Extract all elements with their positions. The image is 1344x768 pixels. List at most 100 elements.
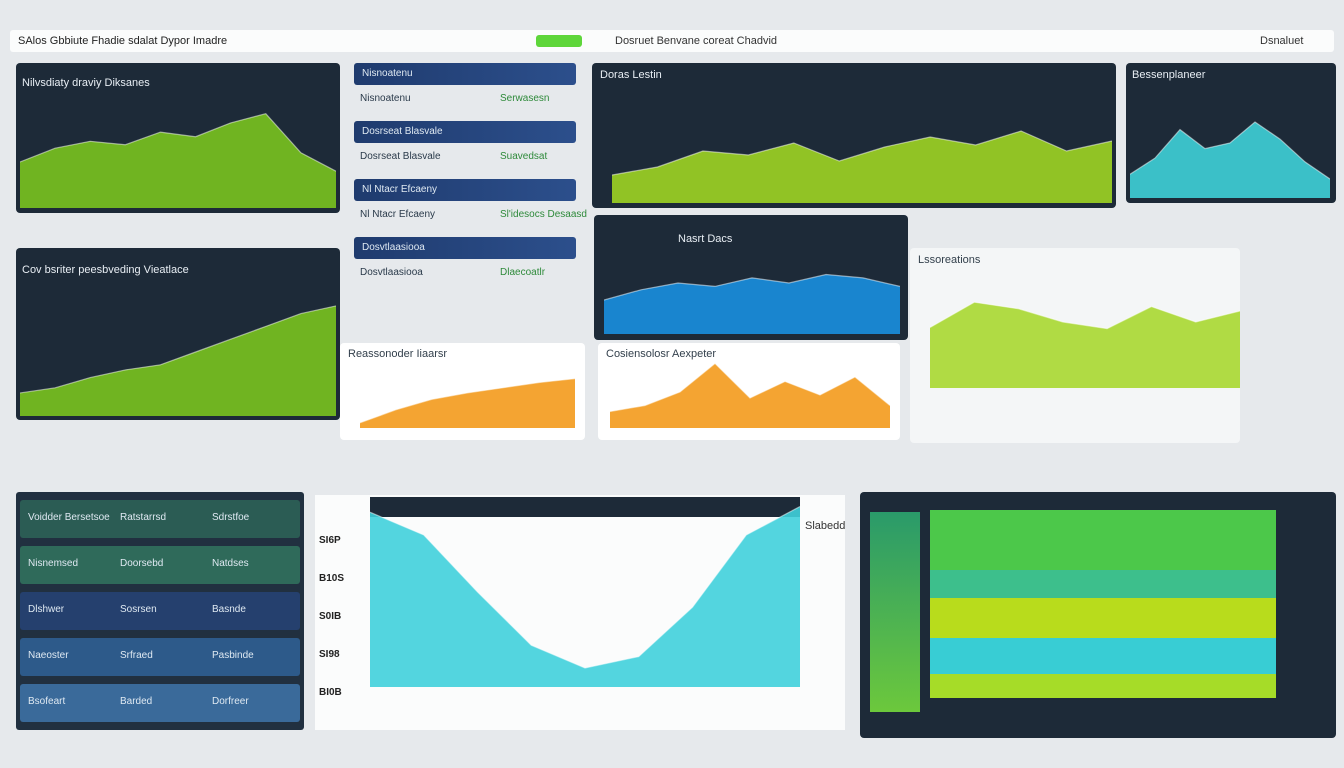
table-cell: Sdrstfoe: [212, 512, 250, 523]
table-cell: Natdses: [212, 558, 249, 569]
line: [1130, 121, 1330, 180]
chart: [360, 378, 575, 428]
status-pill: [536, 35, 582, 47]
table-cell: Barded: [120, 696, 153, 707]
chart: [20, 305, 336, 416]
axis-label: B10S: [319, 573, 345, 584]
line: [930, 301, 1240, 330]
band: [930, 674, 1276, 698]
chart: [612, 130, 1112, 203]
panel-title: Cosiensolosr Aexpeter: [606, 348, 717, 360]
table-cell: Pasbinde: [212, 650, 254, 661]
band: [870, 512, 920, 712]
area: [1130, 122, 1330, 198]
chart: [370, 505, 800, 687]
line: [370, 505, 800, 669]
chart-band: [370, 497, 800, 517]
band: [930, 510, 1276, 570]
list-label: Dosvtlaasiooa: [362, 242, 425, 253]
table-cell: Basnde: [212, 604, 246, 615]
band: [930, 638, 1276, 674]
chart: [20, 113, 336, 208]
panel: Reassonoder Iiaarsr: [340, 343, 585, 440]
panel-title: Nasrt Dacs: [678, 233, 733, 245]
list-bar: Nisnoatenu: [354, 63, 576, 85]
area: [610, 363, 890, 428]
table-row: Nisnemsed Doorsebd Natdses: [20, 546, 300, 584]
table-row: Bsofeart Barded Dorfreer: [20, 684, 300, 722]
list-value: Nl Ntacr Efcaeny: [360, 209, 436, 220]
panel-title: Doras Lestin: [600, 69, 662, 81]
list-label: Nisnoatenu: [362, 68, 413, 79]
panel: Cov bsriter peesbveding Vieatlace: [16, 248, 340, 420]
axis-label: SI6P: [319, 535, 341, 546]
area: [360, 378, 575, 428]
panel: Lssoreations: [910, 248, 1240, 443]
panel: Bessenplaneer: [1126, 63, 1336, 203]
panel: Nasrt Dacs: [594, 215, 908, 340]
area: [604, 274, 900, 334]
table-cell: Bsofeart: [28, 696, 66, 707]
line: [20, 305, 336, 394]
axis-label: S0IB: [319, 611, 342, 622]
band: [930, 598, 1276, 638]
panel-title: Slabedd: [805, 520, 846, 532]
axis-label: BI0B: [319, 687, 342, 698]
area: [20, 113, 336, 208]
panel: Cosiensolosr Aexpeter: [598, 343, 900, 440]
panel-title: Nilvsdiaty draviy Diksanes: [22, 77, 150, 89]
axis-label: SI98: [319, 649, 340, 660]
line: [604, 273, 900, 301]
list-value: Sl'idesocs Desaasd: [500, 209, 587, 220]
list-value: Dosrseat Blasvale: [360, 151, 441, 162]
table-row: Voidder Bersetsoe Ratstarrsd Sdrstfoe: [20, 500, 300, 538]
table-cell: Srfraed: [120, 650, 153, 661]
panel: Doras Lestin: [592, 63, 1116, 208]
table-cell: Nisnemsed: [28, 558, 79, 569]
list-bar: Nl Ntacr Efcaeny: [354, 179, 576, 201]
line: [20, 113, 336, 172]
table-row: Dlshwer Sosrsen Basnde: [20, 592, 300, 630]
area: [612, 131, 1112, 203]
table-cell: Dorfreer: [212, 696, 249, 707]
list: Nisnoatenu Nisnoatenu Serwasesn Dosrseat Bl…: [350, 63, 587, 343]
panel-title: Lssoreations: [918, 254, 981, 266]
list-value: Dlaecoatlr: [500, 267, 546, 278]
side-labels: SI6P B10S S0IB SI98 BI0B: [315, 535, 355, 725]
panel: Slabedd SI6P B10S S0IB SI98 BI0B: [315, 495, 845, 730]
line: [610, 362, 890, 413]
line: [612, 130, 1112, 176]
panel-title: Cov bsriter peesbveding Vieatlace: [22, 264, 189, 276]
area: [930, 302, 1240, 388]
list-label: Dosrseat Blasvale: [362, 126, 443, 137]
band: [930, 570, 1276, 598]
line: [360, 378, 575, 424]
chart: [930, 301, 1240, 388]
table-row: Naeoster Srfraed Pasbinde: [20, 638, 300, 676]
header-center: Dosruet Benvane coreat Chadvid: [615, 35, 778, 47]
table-cell: Naeoster: [28, 650, 69, 661]
list-label: Nl Ntacr Efcaeny: [362, 184, 438, 195]
header-right: Dsnaluet: [1260, 35, 1304, 47]
table-cell: Dlshwer: [28, 604, 65, 615]
panel-title: Reassonoder Iiaarsr: [348, 348, 448, 360]
chart: [1130, 121, 1330, 198]
list-value: Nisnoatenu: [360, 93, 411, 104]
list-value: Serwasesn: [500, 93, 550, 104]
table-cell: Voidder Bersetsoe: [28, 512, 110, 523]
chart: [610, 362, 890, 428]
bands-panel: [860, 492, 1336, 738]
list-bar: Dosvtlaasiooa: [354, 237, 576, 259]
panel: Nilvsdiaty draviy Diksanes: [16, 63, 340, 213]
table-cell: Doorsebd: [120, 558, 164, 569]
panel-title: Bessenplaneer: [1132, 69, 1206, 81]
table-cell: Ratstarrsd: [120, 512, 167, 523]
chart: [604, 273, 900, 334]
table-cell: Sosrsen: [120, 604, 157, 615]
list-bar: Dosrseat Blasvale: [354, 121, 576, 143]
area: [20, 305, 336, 416]
list-value: Dosvtlaasiooa: [360, 267, 423, 278]
area: [370, 506, 800, 687]
header: SAlos Gbbiute Fhadie sdalat Dypor Imadre…: [10, 30, 1334, 52]
